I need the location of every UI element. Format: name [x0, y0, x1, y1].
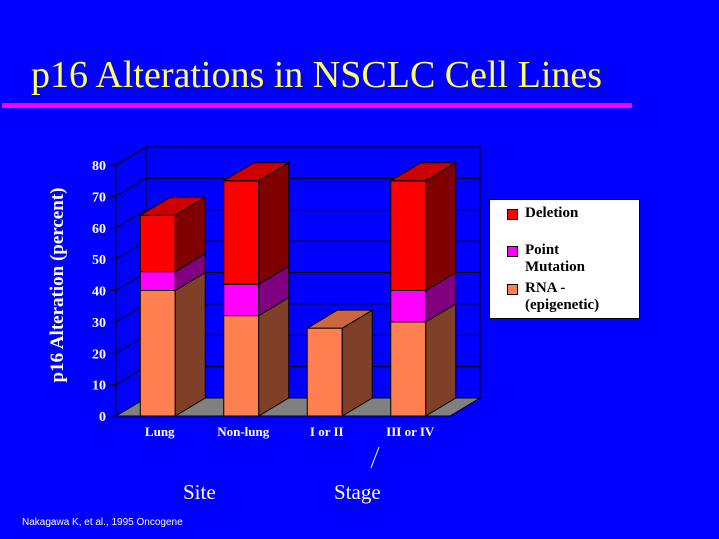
- chart-labels: Lung Non-lung I or II III or IV 0 10 20 30 40 50 6…: [47, 159, 435, 469]
- group-label-stage: Stage: [334, 480, 381, 504]
- bar-2-segment-0: [305, 309, 375, 417]
- bar-side: [425, 302, 457, 417]
- bar-front: [306, 327, 343, 417]
- gridline-70: [115, 177, 480, 197]
- bar-3-segment-1: [390, 271, 457, 323]
- bar-front: [390, 290, 427, 323]
- slide-title: p16 Alterations in NSCLC Cell Lines: [31, 54, 603, 96]
- y-tick-label-50: 50: [92, 253, 106, 268]
- bar-front: [139, 271, 176, 291]
- bar-front: [139, 290, 176, 417]
- legend-label-2: RNA - (epigenetic): [525, 280, 600, 313]
- x-tick-label-3: III or IV: [386, 424, 435, 439]
- bar-0-segment-1: [139, 252, 206, 292]
- y-axis-title: p16 Alteration (percent): [47, 188, 68, 383]
- bar-front: [139, 214, 176, 273]
- bar-side: [425, 161, 457, 292]
- bar-side: [258, 161, 290, 286]
- bar-side: [174, 271, 206, 417]
- group-label-site: Site: [183, 480, 216, 504]
- stage-pointer-line: [370, 446, 380, 469]
- legend-label-1: Point Mutation: [525, 242, 585, 275]
- bar-1-segment-2: [221, 161, 291, 286]
- chart-axes: [110, 164, 117, 417]
- x-tick-label-1: Non-lung: [217, 424, 270, 439]
- bar-0-segment-0: [139, 271, 206, 417]
- x-tick-label-2: I or II: [310, 424, 344, 439]
- bar-front: [390, 180, 427, 291]
- bar-top: [305, 309, 375, 329]
- legend-swatch-1: [507, 246, 518, 257]
- legend-label-0: Deletion: [525, 205, 579, 221]
- bar-3-segment-0: [390, 302, 457, 417]
- x-tick-label-0: Lung: [145, 424, 175, 439]
- bar-top: [388, 162, 458, 182]
- y-tick-label-40: 40: [92, 285, 106, 300]
- bar-1-segment-0: [223, 296, 290, 417]
- bar-3-segment-2: [388, 161, 458, 292]
- bar-front: [223, 315, 260, 417]
- y-tick-label-30: 30: [92, 316, 106, 331]
- y-tick-label-20: 20: [92, 347, 106, 362]
- gridline-60: [115, 209, 480, 229]
- legend-swatch-0: [507, 209, 518, 220]
- y-tick-label-10: 10: [92, 379, 106, 394]
- bar-side: [258, 296, 290, 417]
- bar-top: [221, 162, 291, 182]
- y-tick-label-0: 0: [99, 410, 106, 425]
- bar-front: [223, 180, 260, 285]
- y-tick-label-70: 70: [92, 190, 106, 205]
- chart-legend: Deletion Point Mutation RNA - (epigenetic): [489, 199, 640, 319]
- title-underline: [2, 103, 632, 108]
- legend-swatch-2: [507, 284, 518, 295]
- citation: Nakagawa K, et al., 1995 Oncogene: [22, 517, 183, 528]
- bar-front: [390, 321, 427, 417]
- bar-0-segment-2: [138, 196, 208, 273]
- chart-bars: [138, 161, 458, 417]
- y-tick-label-60: 60: [92, 222, 106, 237]
- gridline-80: [115, 146, 480, 166]
- bar-front: [223, 283, 260, 317]
- y-tick-label-80: 80: [92, 159, 106, 174]
- bar-top: [138, 196, 208, 216]
